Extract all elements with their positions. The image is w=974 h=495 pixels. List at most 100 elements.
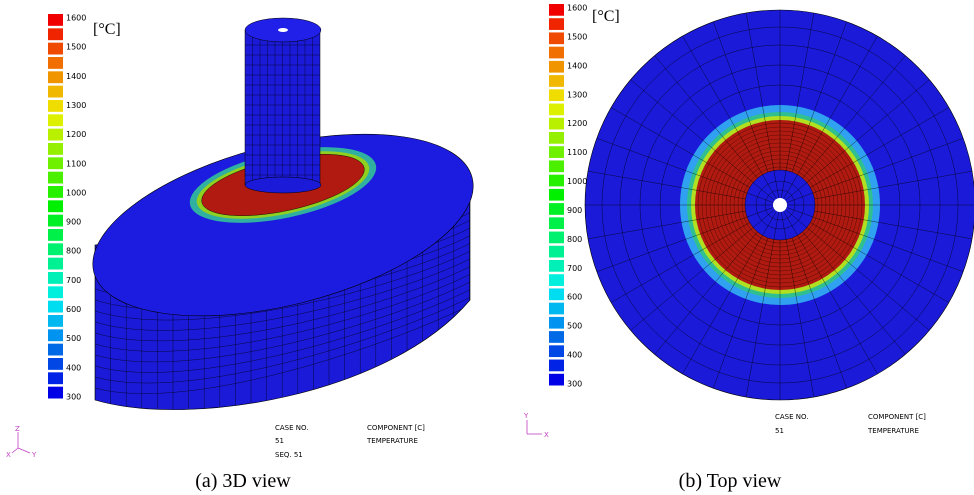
- legend-swatch: [48, 43, 63, 55]
- legend-swatch: [48, 100, 63, 112]
- legend-label: 1300: [66, 101, 86, 110]
- legend-swatch: [48, 172, 63, 184]
- legend-swatch: [48, 71, 63, 83]
- legend-swatch: [549, 232, 564, 244]
- color-legend: 1600 1500 1400 1300 1200 1100 1000 900 800 700 600…: [48, 14, 86, 402]
- color-legend: 1600 1500 1400 1300 1200 1100 1000 900 800 700 600…: [549, 4, 587, 389]
- legend-label: 700: [66, 276, 81, 285]
- legend-label: 1200: [66, 130, 86, 139]
- legend-label: 1400: [66, 72, 86, 81]
- figure: Z X Y Y X [°C] [°C] CASE NO. 51 SEQ. 51 …: [0, 0, 974, 495]
- legend-swatch: [549, 18, 564, 30]
- legend-swatch: [549, 32, 564, 44]
- legend-label: 400: [567, 351, 582, 360]
- legend-label: 400: [66, 363, 81, 372]
- legend-label: 1600: [567, 4, 587, 13]
- axis-label: Y: [523, 412, 529, 420]
- legend-swatch: [48, 215, 63, 227]
- legend-swatch: [549, 4, 564, 16]
- component-value: TEMPERATURE: [867, 427, 919, 435]
- legend-label: 800: [66, 247, 81, 256]
- legend-swatch: [48, 86, 63, 98]
- legend-label: 1100: [66, 159, 86, 168]
- legend-swatch: [48, 344, 63, 356]
- axis-label: Y: [31, 451, 37, 459]
- legend-label: 1500: [66, 43, 86, 52]
- legend-label: 1000: [567, 177, 587, 186]
- legend-label: 900: [567, 206, 582, 215]
- legend-swatch: [549, 89, 564, 101]
- legend-label: 1000: [66, 188, 86, 197]
- legend-swatch: [48, 272, 63, 284]
- legend-label: 700: [567, 264, 582, 273]
- legend-swatch: [48, 372, 63, 384]
- legend-swatch: [549, 132, 564, 144]
- case-value: 51: [775, 427, 784, 435]
- model-3d-view: [74, 18, 491, 430]
- legend-swatch: [549, 175, 564, 187]
- legend-swatch: [549, 118, 564, 130]
- legend-swatch: [48, 200, 63, 212]
- legend-swatch: [48, 129, 63, 141]
- legend-swatch: [549, 160, 564, 172]
- legend-swatch: [549, 345, 564, 357]
- legend-swatch: [549, 317, 564, 329]
- caption: (b) Top view: [679, 470, 782, 492]
- legend-swatch: [48, 229, 63, 241]
- legend-label: 1100: [567, 148, 587, 157]
- legend-label: 500: [567, 322, 582, 331]
- legend-swatch: [48, 286, 63, 298]
- legend-swatch: [549, 104, 564, 116]
- legend-swatch: [48, 14, 63, 26]
- legend-swatch: [549, 61, 564, 73]
- legend-swatch: [48, 28, 63, 40]
- legend-label: 800: [567, 235, 582, 244]
- legend-swatch: [549, 246, 564, 258]
- legend-label: 500: [66, 334, 81, 343]
- legend-swatch: [549, 217, 564, 229]
- legend-swatch: [549, 303, 564, 315]
- legend-label: 900: [66, 218, 81, 227]
- legend-swatch: [549, 288, 564, 300]
- component-value: TEMPERATURE: [366, 437, 418, 445]
- legend-label: 1200: [567, 119, 587, 128]
- legend-swatch: [549, 260, 564, 272]
- legend-swatch: [48, 358, 63, 370]
- legend-swatch: [549, 47, 564, 59]
- caption: (a) 3D view: [195, 470, 291, 492]
- legend-label: 1600: [66, 14, 86, 23]
- legend-swatch: [48, 186, 63, 198]
- seq: SEQ. 51: [275, 451, 303, 459]
- legend-swatch: [549, 189, 564, 201]
- legend-label: 1300: [567, 90, 587, 99]
- legend-swatch: [549, 374, 564, 386]
- legend-swatch: [549, 360, 564, 372]
- component-label: COMPONENT [C]: [367, 424, 425, 432]
- legend-swatch: [48, 329, 63, 341]
- legend-swatch: [48, 157, 63, 169]
- component-label: COMPONENT [C]: [868, 413, 926, 421]
- legend-label: 1400: [567, 61, 587, 70]
- case-label: CASE NO.: [775, 413, 808, 421]
- legend-label: 1500: [567, 32, 587, 41]
- legend-swatch: [549, 331, 564, 343]
- legend-swatch: [48, 301, 63, 313]
- legend-label: 600: [567, 293, 582, 302]
- legend-swatch: [48, 315, 63, 327]
- axis-label: X: [6, 451, 11, 459]
- legend-swatch: [549, 203, 564, 215]
- case-value: 51: [275, 437, 284, 445]
- axis-label: X: [544, 431, 549, 439]
- model-top-view: [585, 10, 974, 400]
- case-label: CASE NO.: [275, 424, 308, 432]
- legend-swatch: [549, 75, 564, 87]
- legend-label: 300: [66, 393, 81, 402]
- legend-label: 300: [567, 380, 582, 389]
- legend-swatch: [48, 143, 63, 155]
- legend-unit: [°C]: [93, 21, 121, 38]
- legend-swatch: [549, 146, 564, 158]
- legend-swatch: [549, 274, 564, 286]
- legend-label: 600: [66, 305, 81, 314]
- legend-swatch: [48, 57, 63, 69]
- legend-swatch: [48, 387, 63, 399]
